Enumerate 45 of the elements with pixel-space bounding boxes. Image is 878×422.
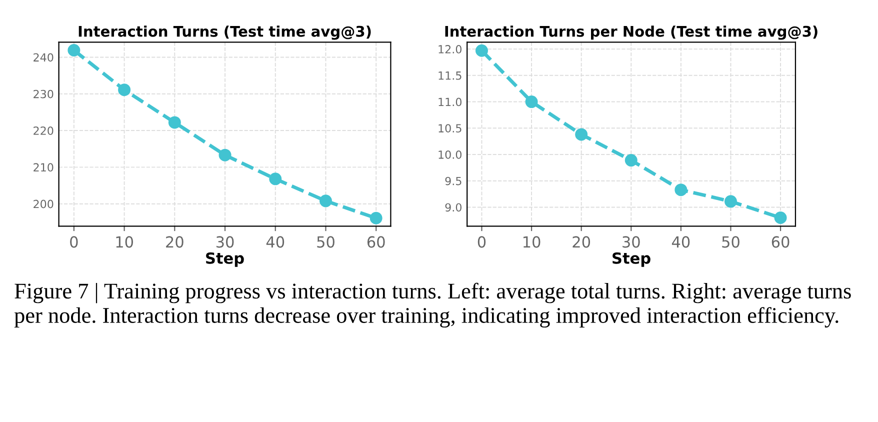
x-tick-label: 30 xyxy=(216,236,234,248)
x-tick-label: 40 xyxy=(266,236,284,248)
x-tick-label: 30 xyxy=(622,236,640,248)
x-tick-label: 10 xyxy=(523,236,540,248)
x-tick-label: 10 xyxy=(116,236,133,248)
point xyxy=(724,195,737,208)
point xyxy=(68,44,80,57)
chart-title: Interaction Turns (Test time avg@3) xyxy=(78,26,371,40)
caption: Figure 7 | Training progress vs interaction turns. Left: average total turns. Right: average turns per node. Interaction turns decrease over training, indicating improved interaction efficiency. xyxy=(14,282,851,328)
y-tick-label: 230 xyxy=(34,90,54,98)
x-tick-label: 50 xyxy=(317,236,334,248)
point xyxy=(475,44,488,57)
point xyxy=(218,148,232,162)
x-tick-label: 0 xyxy=(70,236,78,248)
x-tick-label: 20 xyxy=(572,236,590,248)
x-tick-label: 0 xyxy=(478,236,486,248)
point xyxy=(118,84,131,96)
x-tick-label: 20 xyxy=(166,236,184,248)
y-tick-label: 220 xyxy=(34,126,54,135)
x-axis-title: Step xyxy=(612,252,650,267)
y-tick-label: 9.5 xyxy=(445,176,462,186)
x-axis-title: Step xyxy=(206,252,244,267)
y-tick-label: 11.5 xyxy=(438,72,462,80)
point xyxy=(370,212,382,224)
y-tick-label: 11.0 xyxy=(438,98,462,106)
x-tick-label: 50 xyxy=(722,236,740,248)
point xyxy=(575,128,588,141)
point xyxy=(168,116,181,129)
point xyxy=(269,172,282,186)
point xyxy=(319,194,332,208)
y-tick-label: 240 xyxy=(34,53,54,62)
x-tick-label: 40 xyxy=(672,236,690,248)
y-tick-label: 10.5 xyxy=(438,124,462,133)
y-tick-label: 12.0 xyxy=(438,45,462,54)
x-tick-label: 60 xyxy=(367,236,385,248)
y-tick-label: 10.0 xyxy=(438,150,462,159)
point xyxy=(525,96,538,108)
y-tick-label: 200 xyxy=(34,200,54,208)
point xyxy=(674,184,688,196)
chart-title: Interaction Turns per Node (Test time avg@3) xyxy=(445,26,818,40)
y-tick-label: 9.0 xyxy=(445,203,462,212)
y-tick-label: 210 xyxy=(34,163,54,172)
x-tick-label: 60 xyxy=(772,236,790,248)
point xyxy=(774,212,787,224)
point xyxy=(624,154,638,167)
